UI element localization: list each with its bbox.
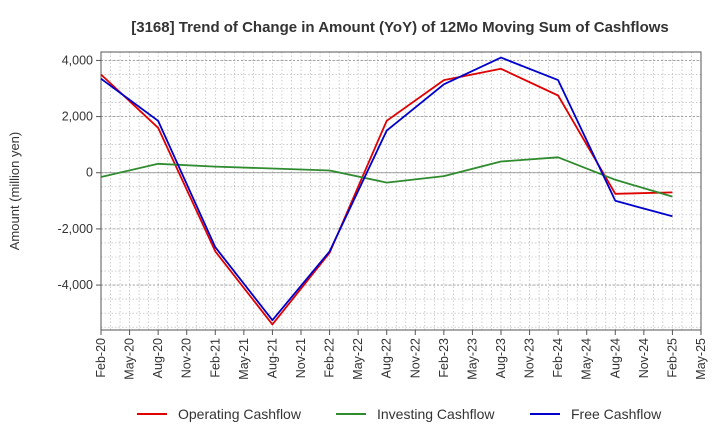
y-tick-label: 2,000 — [62, 110, 93, 124]
series-line — [100, 67, 673, 326]
plot-area: -4,000 -2,000 0 2,000 4,000 Feb-20 May-20 Aug-2… — [58, 51, 708, 380]
x-tick-label: May-20 — [123, 338, 137, 380]
x-tick-label: Aug-21 — [265, 338, 279, 378]
legend-label: Operating Cashflow — [178, 406, 302, 422]
x-tick-label: Nov-21 — [294, 338, 308, 378]
x-tick-label: Feb-25 — [665, 338, 679, 378]
x-tick-label: Feb-24 — [551, 338, 565, 378]
x-tick-label: May-23 — [465, 338, 479, 380]
legend-label: Free Cashflow — [571, 406, 662, 422]
y-tick-label: -4,000 — [58, 278, 93, 292]
x-tick-label: Nov-23 — [523, 338, 537, 378]
plot-background — [101, 52, 701, 330]
x-tick-label: Aug-24 — [608, 338, 622, 378]
x-tick-label: Feb-23 — [437, 338, 451, 378]
x-tick-label: May-24 — [580, 338, 594, 380]
x-tick-label: Feb-22 — [323, 338, 337, 378]
plot-frame — [100, 51, 702, 331]
x-tick-label: Aug-22 — [380, 338, 394, 378]
series-line — [100, 156, 673, 198]
x-tick-label: Nov-22 — [408, 338, 422, 378]
y-tick-label: -2,000 — [58, 222, 93, 236]
x-tick-label: Nov-20 — [180, 338, 194, 378]
legend: Operating Cashflow Investing Cashflow Free… — [137, 406, 662, 422]
x-tick-label: Nov-24 — [637, 338, 651, 378]
y-tick-label: 0 — [86, 166, 93, 180]
x-tick-label: Aug-20 — [151, 338, 165, 378]
y-tick-label: 4,000 — [62, 53, 93, 67]
x-tick-label: Feb-21 — [208, 338, 222, 378]
series-line — [100, 56, 673, 322]
y-axis-label: Amount (million yen) — [7, 132, 22, 251]
chart-title: [3168] Trend of Change in Amount (YoY) o… — [131, 19, 669, 36]
x-tick-label: Aug-23 — [494, 338, 508, 378]
x-tick-label: May-22 — [351, 338, 365, 380]
x-tick-label: May-21 — [237, 338, 251, 380]
x-tick-label: May-25 — [694, 338, 708, 380]
legend-label: Investing Cashflow — [377, 406, 495, 422]
x-tick-label: Feb-20 — [94, 338, 108, 378]
